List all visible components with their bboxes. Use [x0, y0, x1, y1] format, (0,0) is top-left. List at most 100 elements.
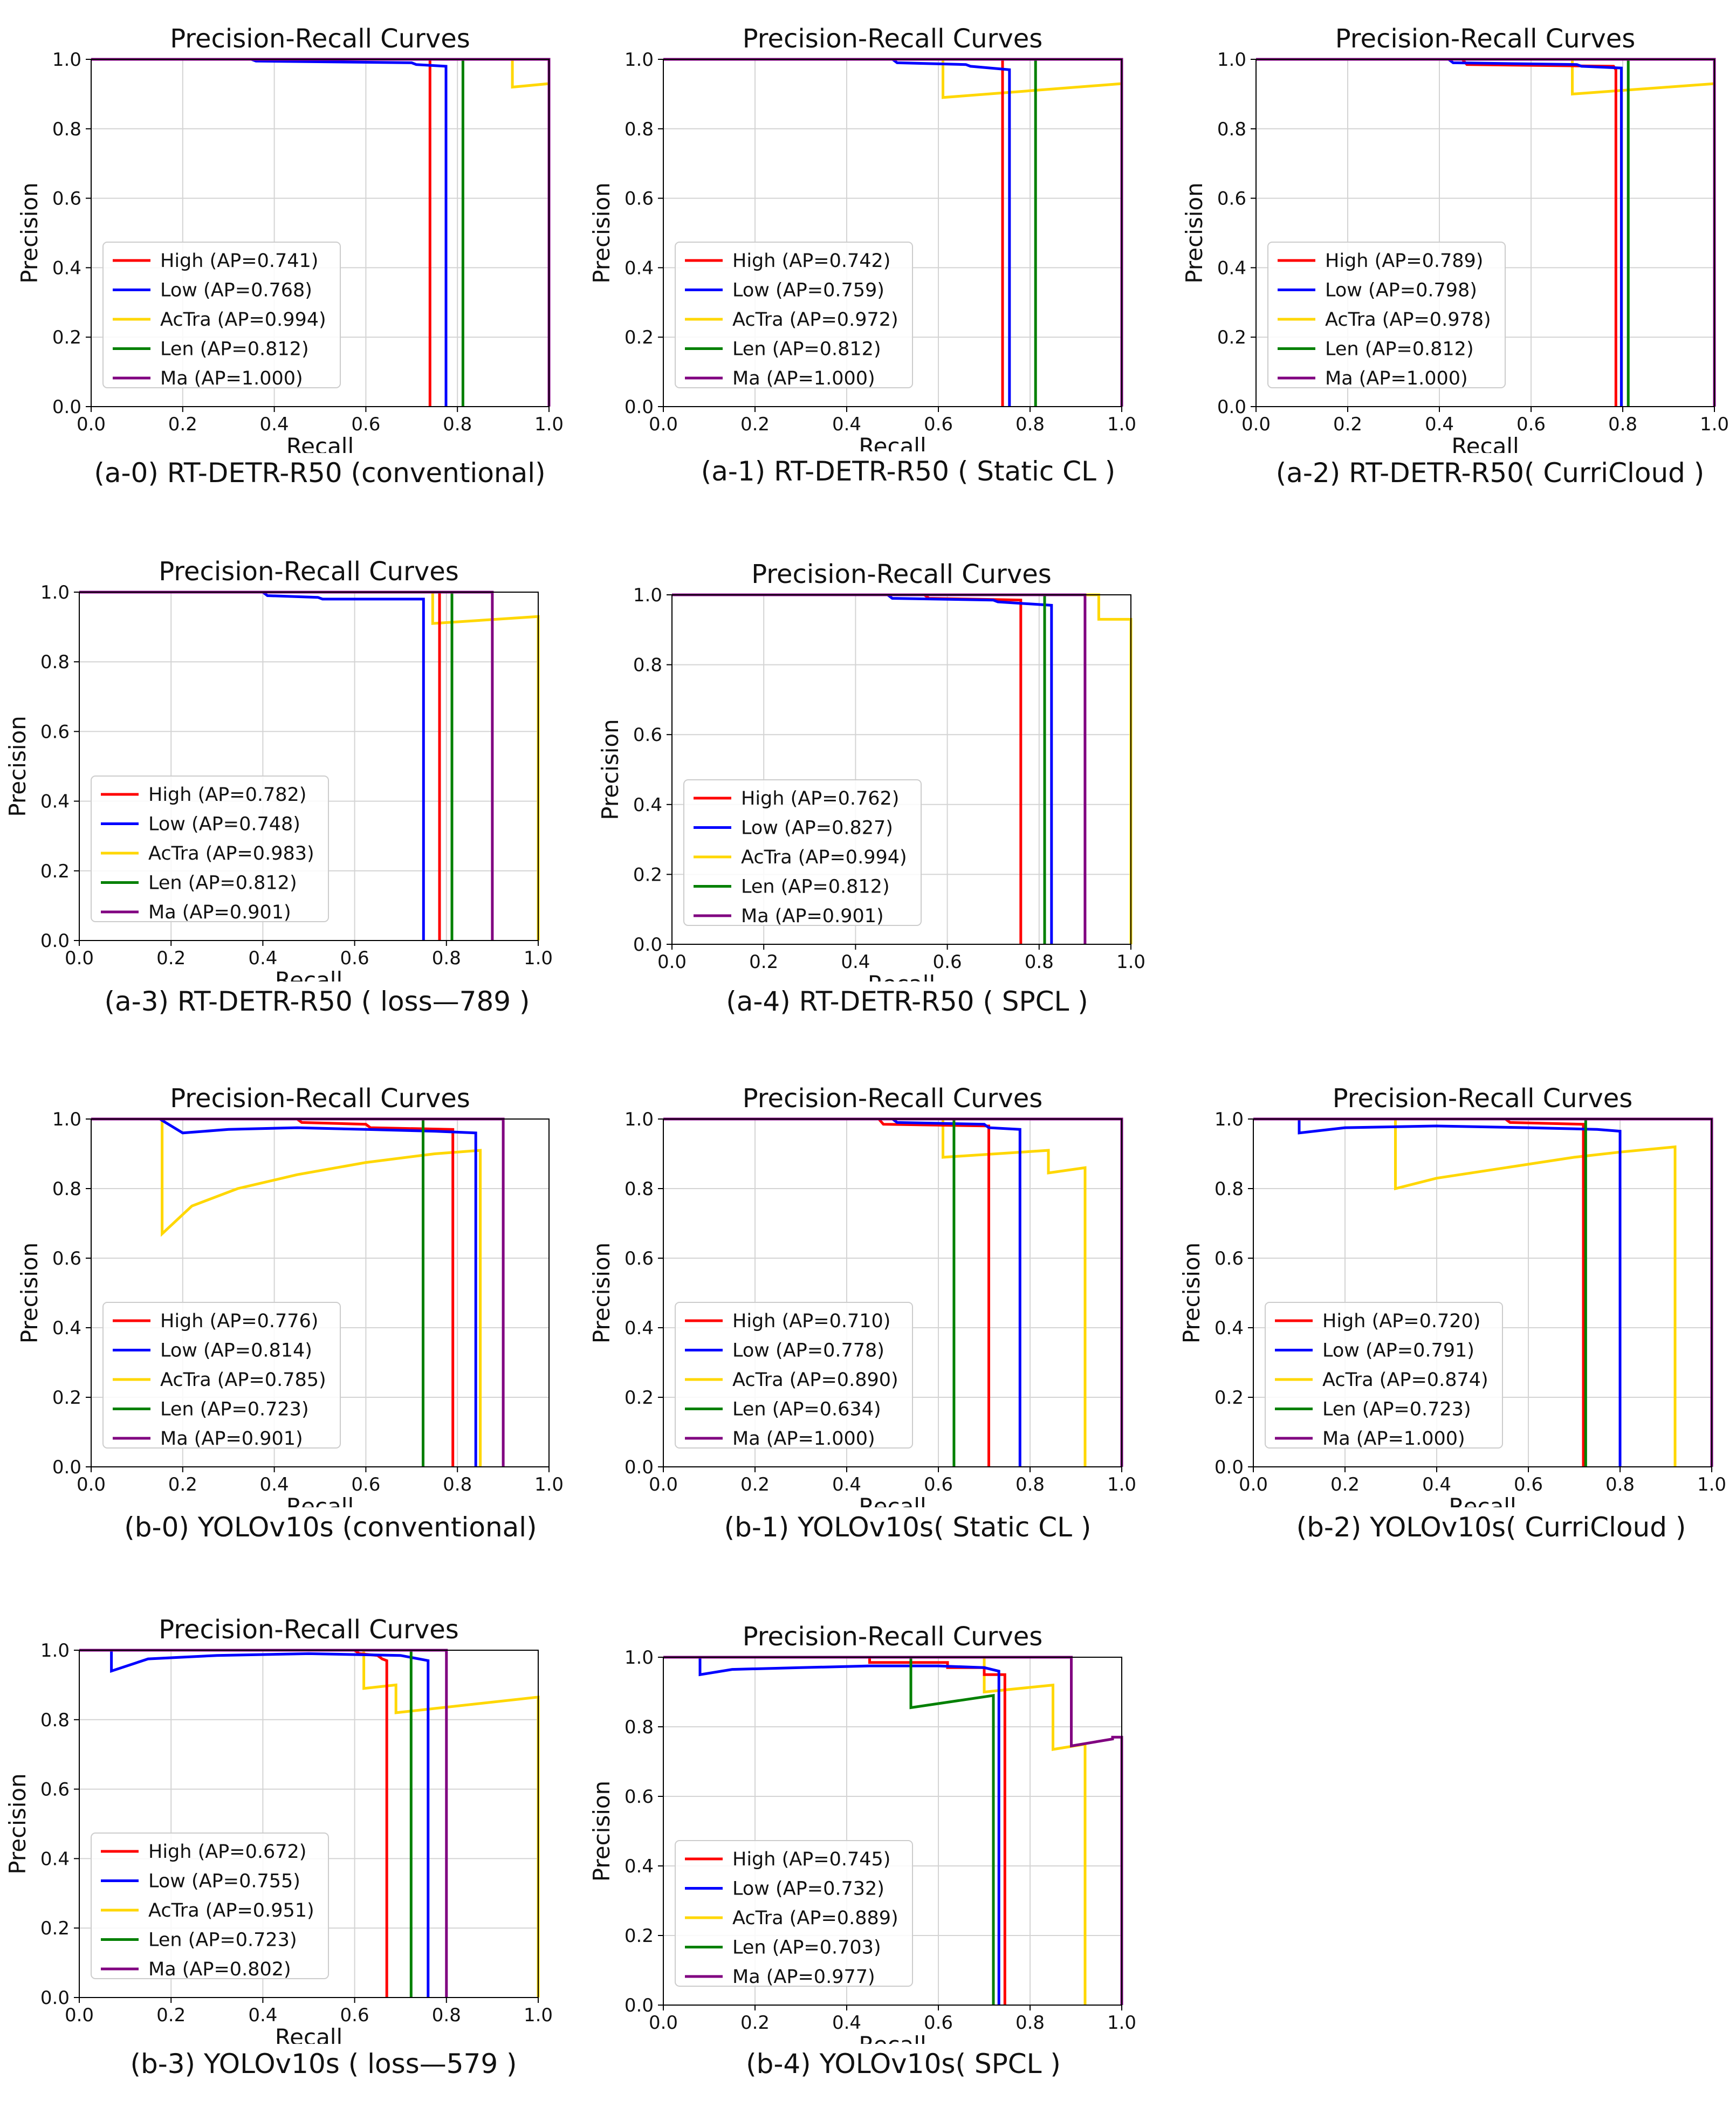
series-line-ma — [1253, 1117, 1713, 1467]
x-tick-label: 0.0 — [65, 948, 94, 969]
legend-label-actra: AcTra (AP=0.785) — [160, 1369, 326, 1391]
y-tick-label: 0.0 — [52, 1457, 81, 1478]
y-tick-label: 0.6 — [1214, 1248, 1244, 1269]
series-line-actra — [79, 1649, 540, 1998]
series-line-high — [91, 58, 431, 407]
y-tick-label: 0.0 — [52, 396, 81, 418]
chart-group: 0.00.0 0.2 0.2 0.4 0.4 0.6 0.6 0.8 0.8 1.0 1.0 Prec… — [16, 1083, 564, 1507]
y-tick-label: 0.0 — [625, 396, 654, 418]
legend-label-len: Len (AP=0.812) — [741, 876, 890, 898]
y-tick-label: 0.4 — [40, 1848, 70, 1870]
x-tick-label: 0.8 — [1015, 2012, 1045, 2034]
legend-label-ma: Ma (AP=0.977) — [732, 1966, 875, 1988]
series-line-low — [1253, 1117, 1622, 1467]
y-tick-label: 1.0 — [625, 1109, 654, 1130]
chart-group: 0.00.0 0.2 0.2 0.4 0.4 0.6 0.6 0.8 0.8 1.0 1.0 Prec… — [16, 24, 564, 453]
chart-title: Precision-Recall Curves — [159, 557, 459, 587]
pr-chart-b-2: 0.00.0 0.2 0.2 0.4 0.4 0.6 0.6 0.8 0.8 1.0 1.0 Prec… — [1178, 1083, 1726, 1507]
x-tick-label: 0.8 — [443, 414, 472, 435]
x-tick-label: 0.2 — [1333, 414, 1362, 435]
series-line-low — [663, 1656, 1000, 2005]
x-tick-label: 0.8 — [1025, 951, 1054, 973]
series-line-high — [1253, 1117, 1585, 1467]
series-line-high — [663, 58, 1004, 407]
y-tick-label: 0.2 — [52, 1387, 81, 1409]
legend-box — [675, 1840, 913, 1987]
axes-frame — [663, 59, 1122, 407]
y-tick-label: 0.8 — [633, 655, 662, 676]
legend-label-actra: AcTra (AP=0.972) — [732, 309, 898, 331]
chart-group: 0.00.0 0.2 0.2 0.4 0.4 0.6 0.6 0.8 0.8 1.0 1.0 Prec… — [4, 1615, 553, 2044]
legend-label-ma: Ma (AP=1.000) — [1325, 368, 1468, 389]
y-tick-label: 0.6 — [625, 188, 654, 210]
y-tick-label: 0.0 — [40, 930, 70, 952]
x-tick-label: 1.0 — [1107, 1474, 1136, 1495]
x-tick-label: 1.0 — [1700, 414, 1729, 435]
legend-label-ma: Ma (AP=1.000) — [732, 1428, 875, 1450]
legend-label-actra: AcTra (AP=0.889) — [732, 1907, 898, 1929]
y-tick-label: 0.2 — [40, 861, 70, 882]
y-tick-label: 0.4 — [625, 1856, 654, 1877]
y-tick-label: 0.0 — [1214, 1457, 1244, 1478]
legend-label-len: Len (AP=0.812) — [1325, 339, 1474, 360]
series-line-actra — [672, 593, 1133, 944]
y-tick-label: 0.8 — [52, 1178, 81, 1200]
x-tick-label: 1.0 — [534, 1474, 564, 1495]
series-line-ma — [79, 591, 494, 941]
series-line-len — [1253, 1117, 1587, 1467]
pr-chart-b-3: 0.00.0 0.2 0.2 0.4 0.4 0.6 0.6 0.8 0.8 1.0 1.0 Prec… — [4, 1615, 553, 2044]
x-tick-label: 0.8 — [1015, 414, 1045, 435]
x-tick-label: 0.2 — [168, 414, 197, 435]
legend-label-low: Low (AP=0.748) — [148, 814, 300, 835]
x-axis-label: Recall — [1449, 1493, 1516, 1507]
x-tick-label: 0.2 — [156, 948, 186, 969]
x-tick-label: 1.0 — [1697, 1474, 1726, 1495]
chart-title: Precision-Recall Curves — [751, 559, 1052, 589]
y-axis-label: Precision — [588, 182, 615, 283]
x-tick-label: 1.0 — [1116, 951, 1145, 973]
series-line-ma — [672, 593, 1087, 944]
y-tick-label: 0.2 — [625, 327, 654, 348]
series-line-len — [79, 591, 454, 941]
series-line-ma — [663, 1656, 1123, 2005]
legend-box — [91, 1832, 329, 1979]
x-tick-label: 0.0 — [65, 2005, 94, 2026]
legend-label-actra: AcTra (AP=0.874) — [1322, 1369, 1488, 1391]
legend-label-low: Low (AP=0.798) — [1325, 280, 1477, 301]
series-line-low — [79, 1649, 430, 1998]
x-tick-label: 0.4 — [832, 2012, 861, 2034]
series-line-ma — [91, 1117, 505, 1467]
caption-b-2: (b-2) YOLOv10s( CurriCloud ) — [1296, 1512, 1686, 1543]
series-line-high — [79, 1649, 388, 1998]
x-tick-label: 0.6 — [351, 414, 380, 435]
y-tick-label: 0.0 — [633, 934, 662, 956]
x-tick-label: 1.0 — [534, 414, 564, 435]
legend-label-high: High (AP=0.789) — [1325, 250, 1483, 272]
y-tick-label: 0.2 — [625, 1925, 654, 1947]
y-tick-label: 0.8 — [625, 119, 654, 140]
series-line-low — [1256, 58, 1623, 407]
legend-label-low: Low (AP=0.732) — [732, 1878, 884, 1900]
series-line-low — [91, 1117, 477, 1467]
x-tick-label: 0.2 — [156, 2005, 186, 2026]
pr-chart-a-1: 0.00.0 0.2 0.2 0.4 0.4 0.6 0.6 0.8 0.8 1.0 1.0 Prec… — [588, 24, 1136, 451]
y-axis-label: Precision — [588, 1781, 615, 1882]
series-line-ma — [663, 58, 1123, 407]
y-axis-label: Precision — [1178, 1243, 1205, 1343]
legend-box — [675, 242, 913, 388]
legend-label-ma: Ma (AP=1.000) — [732, 368, 875, 389]
x-axis-label: Recall — [286, 1493, 354, 1507]
legend-label-ma: Ma (AP=1.000) — [160, 368, 303, 389]
series-line-actra — [79, 591, 540, 941]
pr-chart-a-0: 0.00.0 0.2 0.2 0.4 0.4 0.6 0.6 0.8 0.8 1.0 1.0 Prec… — [16, 24, 564, 453]
series-line-high — [79, 591, 441, 941]
x-tick-label: 0.8 — [432, 948, 461, 969]
series-line-len — [91, 1117, 424, 1467]
y-tick-label: 0.2 — [52, 327, 81, 348]
series-line-len — [663, 58, 1037, 407]
series-line-actra — [663, 1656, 1087, 2005]
legend-label-len: Len (AP=0.812) — [732, 339, 881, 360]
series-line-high — [663, 1656, 1006, 2005]
y-tick-label: 0.2 — [633, 864, 662, 886]
axes-frame — [1255, 59, 1715, 407]
